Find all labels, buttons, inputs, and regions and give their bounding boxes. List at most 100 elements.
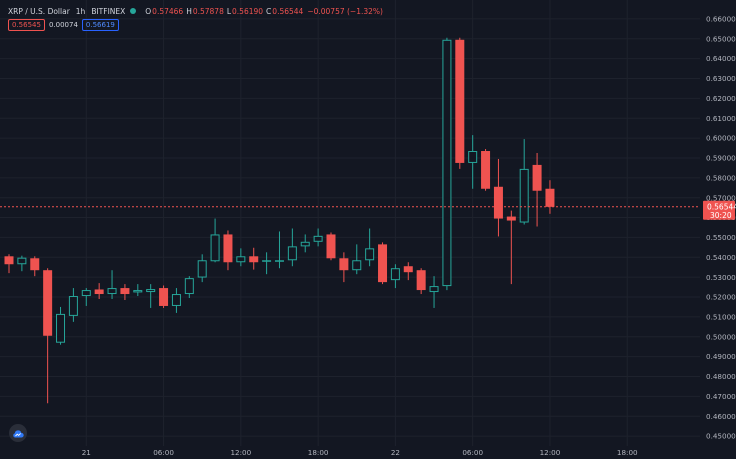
interval-label[interactable]: 1h [75, 6, 86, 16]
candle-down [493, 158, 503, 237]
candle-up [17, 255, 27, 272]
time-tick-label: 06:00 [153, 448, 174, 457]
change-value: −0.00757 (−1.32%) [307, 6, 383, 16]
candle-up [146, 284, 156, 308]
candle-body [339, 258, 349, 271]
candle-body [17, 257, 27, 265]
candle-body [146, 289, 156, 293]
candle-body [416, 270, 426, 291]
price-tick-label: 0.62000 [706, 94, 736, 103]
candle-body [184, 278, 194, 295]
trade-panel: 0.56545 0.00074 0.56619 [8, 18, 119, 32]
candle-body [30, 258, 40, 271]
candle-down [481, 149, 491, 191]
candle-body [210, 234, 220, 262]
candle-up [287, 228, 297, 267]
price-tick-label: 0.53000 [706, 273, 736, 282]
price-tick-label: 0.50000 [706, 332, 736, 341]
candle-body [56, 313, 66, 343]
candle-body [249, 256, 259, 263]
candle-down [249, 247, 259, 270]
candle-body [159, 288, 169, 306]
price-tick-label: 0.60000 [706, 134, 736, 143]
symbol-legend: XRP / U.S. Dollar 1h BITFINEX O 0.57466 H… [8, 4, 383, 18]
open-value: 0.57466 [152, 6, 184, 16]
candle-down [159, 285, 169, 308]
price-tick-label: 0.47000 [706, 392, 736, 401]
candle-body [171, 294, 181, 306]
candle-body [403, 266, 413, 273]
candle-body [545, 188, 555, 207]
candle-up [352, 244, 362, 275]
market-status-icon [130, 8, 137, 14]
candle-body [442, 39, 452, 287]
candle-body [68, 296, 78, 316]
candle-down [94, 283, 104, 300]
candle-body [519, 168, 529, 223]
countdown-label: 30:20 [710, 211, 732, 220]
candle-down [416, 268, 426, 295]
price-tick-label: 0.59000 [706, 154, 736, 163]
price-tick-label: 0.61000 [706, 114, 736, 123]
candle-body [107, 288, 117, 295]
low-key: L [226, 6, 232, 16]
candle-body [120, 288, 130, 295]
candle-body [236, 256, 246, 263]
cloud-icon [13, 429, 24, 437]
candle-up [171, 288, 181, 313]
candle-up [365, 228, 375, 267]
candle-up [468, 135, 478, 189]
candle-up [81, 288, 91, 306]
candle-up [107, 270, 117, 300]
spread-value: 0.00074 [48, 21, 78, 29]
price-tick-label: 0.63000 [706, 74, 736, 83]
candle-up [390, 264, 400, 289]
candle-down [506, 210, 516, 285]
time-tick-label: 06:00 [462, 448, 483, 457]
candle-body [481, 151, 491, 189]
candle-down [326, 232, 336, 261]
sell-button[interactable]: 0.56545 [8, 19, 45, 31]
time-tick-label: 18:00 [308, 448, 329, 457]
time-tick-label: 21 [82, 448, 91, 457]
buy-button[interactable]: 0.56619 [81, 19, 119, 31]
candle-down [455, 37, 465, 169]
time-axis[interactable]: 21 06:00 12:00 18:00 22 06:00 12:00 18:00 [82, 448, 638, 457]
candle-body [352, 260, 362, 271]
candle-body [378, 244, 388, 283]
candle-up [429, 276, 439, 308]
candle-up [300, 234, 310, 253]
candle-body [313, 235, 323, 242]
candle-body [133, 290, 143, 293]
candle-up [519, 139, 529, 225]
candle-up [197, 254, 207, 283]
candle-down [120, 284, 130, 300]
price-tick-label: 0.55000 [706, 233, 736, 242]
candle-up [236, 248, 246, 267]
price-axis[interactable]: 0.45000 0.46000 0.47000 0.48000 0.49000 0.500… [706, 15, 736, 441]
candle-body [455, 39, 465, 163]
candle-up [184, 276, 194, 299]
candle-down [339, 252, 349, 283]
candle-body [81, 290, 91, 297]
price-tick-label: 0.51000 [706, 312, 736, 321]
candle-body [43, 270, 53, 336]
candle-body [262, 260, 272, 262]
candle-body [223, 234, 233, 263]
candle-up [442, 37, 452, 291]
candle-up [274, 231, 284, 269]
symbol-name[interactable]: XRP / U.S. Dollar [8, 6, 70, 16]
time-tick-label: 22 [391, 448, 400, 457]
grid-lines [0, 0, 700, 446]
candle-body [4, 256, 14, 265]
last-price-marker: 0.56544 30:20 [703, 200, 736, 220]
tradingview-cloud-icon[interactable] [9, 424, 27, 442]
candle-down [532, 152, 542, 227]
candle-up [68, 288, 78, 322]
last-price-badge [703, 200, 735, 220]
price-tick-label: 0.65000 [706, 34, 736, 43]
price-tick-label: 0.57000 [706, 193, 736, 202]
candle-up [56, 306, 66, 345]
